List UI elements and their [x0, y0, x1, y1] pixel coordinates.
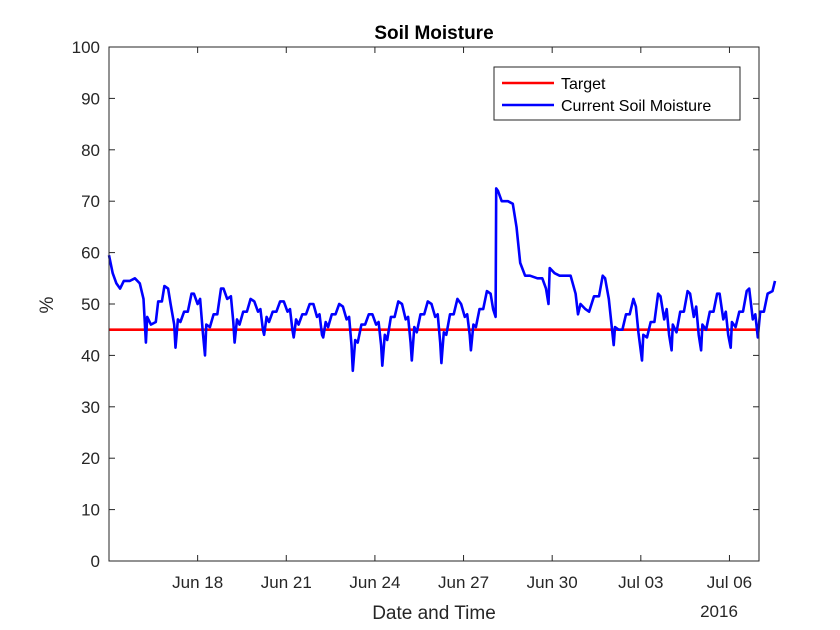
y-axis-ticks: 0 10 20 30 40 50 60 70 80 90 100	[72, 38, 759, 571]
series-line-current-soil-moisture	[107, 187, 777, 373]
plot-frame	[108, 46, 760, 562]
y-tick-label: 90	[81, 89, 100, 108]
y-tick-label: 100	[72, 38, 100, 57]
x-axis-label: Date and Time	[372, 603, 496, 624]
x-tick-label: Jun 27	[438, 573, 489, 592]
legend: Target Current Soil Moisture	[493, 66, 741, 121]
x-tick-label: Jun 21	[261, 573, 312, 592]
y-tick-label: 40	[81, 346, 100, 365]
x-tick-label: Jun 24	[349, 573, 400, 592]
y-tick-label: 70	[81, 192, 100, 211]
legend-entry-target: Target	[561, 76, 606, 93]
chart-title: Soil Moisture	[374, 23, 493, 44]
x-axis-ticks: Jun 18 Jun 21 Jun 24 Jun 27 Jun 30 Jul 03 Jul …	[172, 47, 752, 592]
y-tick-label: 30	[81, 398, 100, 417]
plot-area	[109, 47, 759, 561]
y-tick-label: 50	[81, 295, 100, 314]
y-tick-label: 60	[81, 244, 100, 263]
y-axis-label: %	[37, 296, 58, 313]
y-tick-label: 10	[81, 501, 100, 520]
x-tick-label: Jul 06	[707, 573, 752, 592]
legend-box	[493, 66, 741, 121]
x-tick-label: Jun 18	[172, 573, 223, 592]
legend-entry-current-soil-moisture: Current Soil Moisture	[561, 98, 711, 115]
series-layer	[107, 187, 777, 373]
x-tick-label: Jun 30	[527, 573, 578, 592]
x-axis-year-label: 2016	[700, 602, 738, 621]
x-tick-label: Jul 03	[618, 573, 663, 592]
y-tick-label: 20	[81, 449, 100, 468]
y-tick-label: 80	[81, 141, 100, 160]
y-tick-label: 0	[91, 552, 100, 571]
